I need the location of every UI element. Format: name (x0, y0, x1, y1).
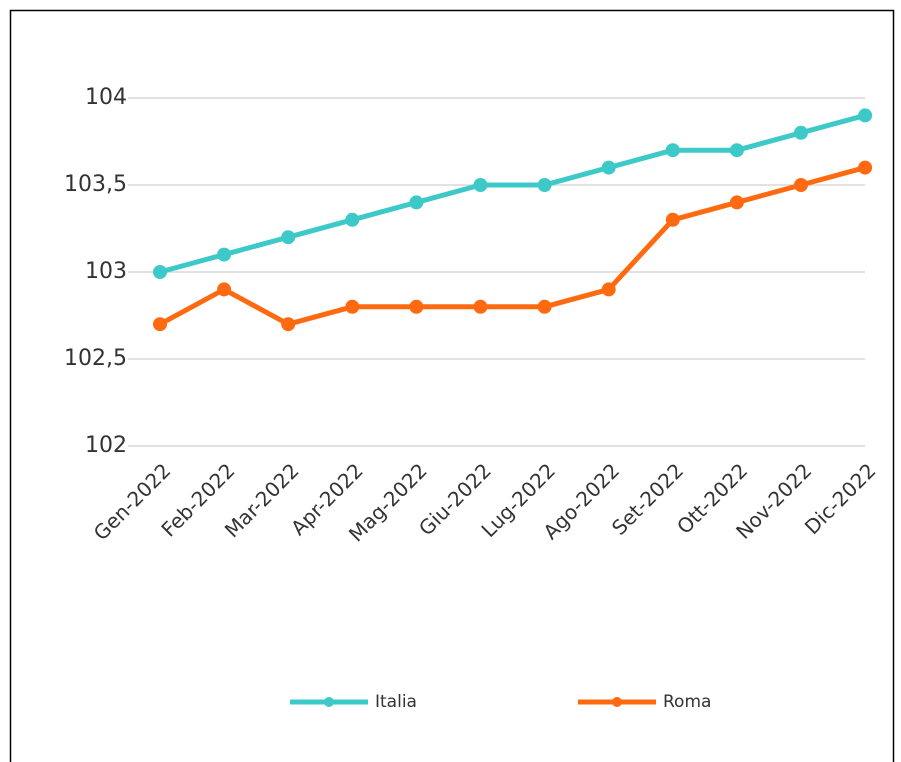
marker (345, 212, 360, 227)
marker (409, 195, 424, 210)
marker (217, 247, 232, 262)
y-tick-label: 102 (85, 433, 127, 458)
series-line (158, 165, 866, 327)
marker (537, 178, 552, 192)
marker (217, 282, 232, 297)
x-tick-label: Gen-2022 (89, 458, 176, 545)
marker (601, 160, 616, 175)
legend-marker (324, 697, 334, 707)
marker (729, 143, 744, 158)
legend-label: Roma (663, 692, 711, 712)
marker (858, 108, 873, 123)
marker (858, 160, 873, 175)
marker (601, 282, 616, 297)
x-tick-label: Dic-2022 (800, 458, 881, 539)
marker (665, 212, 680, 227)
y-tick-label: 103,5 (64, 172, 127, 197)
marker (345, 299, 360, 314)
legend-label: Italia (375, 692, 417, 712)
y-tick-label: 102,5 (64, 346, 127, 371)
y-tick-label: 103 (85, 259, 127, 284)
marker (473, 299, 488, 314)
marker (729, 195, 744, 210)
legend-marker (612, 697, 622, 707)
marker (794, 125, 808, 140)
marker (473, 178, 488, 192)
marker (665, 143, 680, 158)
y-tick-label: 104 (85, 85, 127, 110)
marker (409, 299, 424, 314)
marker (281, 317, 296, 332)
marker (281, 230, 296, 245)
marker (153, 265, 167, 279)
marker (153, 317, 167, 332)
series-line (159, 112, 866, 275)
marker (794, 178, 808, 192)
marker (537, 299, 552, 314)
